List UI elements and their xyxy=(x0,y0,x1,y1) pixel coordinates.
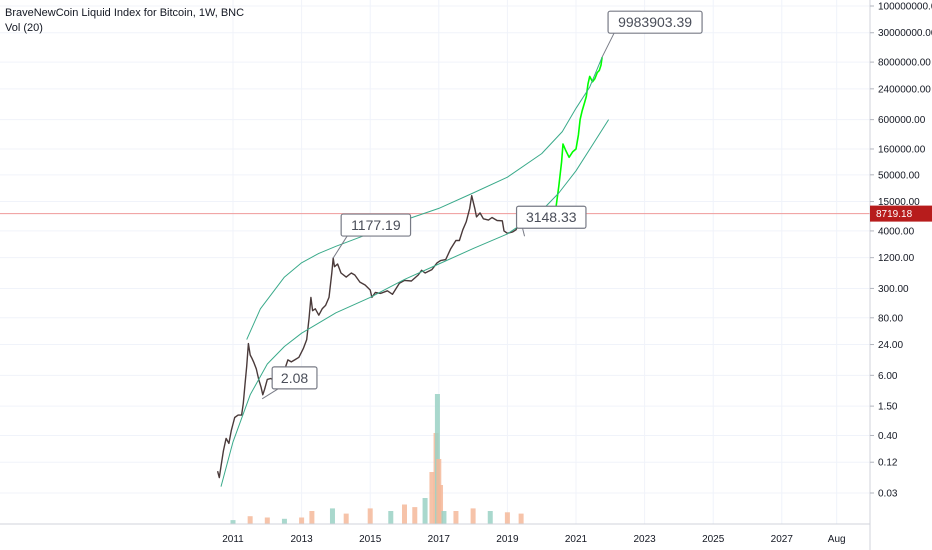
volume-bar xyxy=(230,520,236,524)
x-tick-label: 2023 xyxy=(633,534,656,545)
annotation-callout: 9983903.39 xyxy=(601,10,703,58)
annotation-callout: 1177.19 xyxy=(332,213,412,259)
callout-box xyxy=(271,366,318,390)
y-tick-label: 15000.00 xyxy=(878,197,920,208)
volume-bar xyxy=(367,508,373,524)
chart-title: BraveNewCoin Liquid Index for Bitcoin, 1… xyxy=(5,7,245,19)
volume-bar xyxy=(504,512,510,524)
volume-bar xyxy=(264,517,270,524)
y-tick-label: 160000.00 xyxy=(878,144,926,155)
time-axis[interactable]: 2011 2013 2015 2017 2019 2021 2023 2025 2027 Aug xyxy=(222,534,845,545)
y-tick-label: 80.00 xyxy=(878,313,903,324)
y-tick-label: 1.50 xyxy=(878,402,898,413)
volume-bar xyxy=(487,511,493,524)
x-tick-label: 2011 xyxy=(222,534,244,545)
x-tick-label: 2019 xyxy=(496,534,519,545)
price-series-layer xyxy=(216,57,610,487)
y-tick-label: 50000.00 xyxy=(878,170,920,181)
callout-pointer xyxy=(522,228,526,237)
volume-bar xyxy=(470,508,476,524)
volume-bar xyxy=(438,485,444,524)
volume-bar xyxy=(402,504,407,524)
y-tick-label: 2400000.00 xyxy=(878,84,931,95)
y-tick-label: 30000000.00 xyxy=(878,28,932,39)
price-line xyxy=(216,195,529,479)
current-price-tag xyxy=(870,205,932,222)
annotation-callout: 2.08 xyxy=(261,366,318,400)
annotations: 2.08 1177.19 3148.33 9983903.39 xyxy=(261,10,703,400)
y-tick-label: 8000000.00 xyxy=(878,58,931,69)
callout-label: 9983903.39 xyxy=(618,14,692,30)
price-axis[interactable]: 100000000.00 30000000.00 8000000.00 2400000… xyxy=(870,2,932,500)
annotation-callout: 3148.33 xyxy=(515,205,587,237)
y-tick-label: 300.00 xyxy=(878,284,909,295)
volume-series xyxy=(230,394,524,524)
volume-bar xyxy=(281,518,287,524)
volume-bar xyxy=(429,472,435,524)
y-tick-label: 0.03 xyxy=(878,489,898,500)
volume-bar xyxy=(422,498,428,524)
callout-label: 2.08 xyxy=(281,370,308,386)
lower-band-curve xyxy=(220,119,610,487)
y-tick-label: 24.00 xyxy=(878,340,903,351)
y-tick-label: 4000.00 xyxy=(878,226,915,237)
x-tick-label: 2015 xyxy=(359,534,382,545)
volume-bar xyxy=(309,511,315,524)
volume-bar xyxy=(329,508,335,524)
volume-bar xyxy=(412,507,418,524)
x-tick-label: 2021 xyxy=(565,534,588,545)
callout-label: 1177.19 xyxy=(351,217,401,233)
y-tick-label: 6.00 xyxy=(878,371,898,382)
y-tick-label: 0.12 xyxy=(878,458,898,469)
x-tick-label: 2025 xyxy=(702,534,725,545)
volume-bar xyxy=(247,516,253,524)
y-tick-label: 600000.00 xyxy=(878,115,926,126)
callout-label: 3148.33 xyxy=(526,209,577,225)
volume-bar xyxy=(453,511,459,524)
volume-bar xyxy=(299,517,305,524)
callout-pointer xyxy=(261,388,279,400)
volume-bar xyxy=(343,513,349,524)
current-price-marker: 8719.18 xyxy=(870,205,932,222)
volume-bar xyxy=(441,511,447,524)
y-tick-label: 100000000.00 xyxy=(878,2,932,13)
callout-box xyxy=(515,205,587,229)
volume-bar xyxy=(388,511,394,524)
callout-box xyxy=(607,10,703,34)
x-tick-label: Aug xyxy=(828,534,846,545)
callout-box xyxy=(340,213,412,237)
indicator-label[interactable]: Vol (20) xyxy=(5,22,43,34)
x-tick-label: 2017 xyxy=(428,534,451,545)
x-tick-label: 2027 xyxy=(771,534,794,545)
projection-line xyxy=(551,57,603,214)
volume-bar xyxy=(518,513,524,524)
x-tick-label: 2013 xyxy=(290,534,313,545)
upper-band-curve xyxy=(246,57,603,340)
current-price-label: 8719.18 xyxy=(876,209,913,220)
callout-pointer xyxy=(601,32,615,58)
y-tick-label: 1200.00 xyxy=(878,253,915,264)
callout-pointer xyxy=(332,235,348,259)
y-tick-label: 0.40 xyxy=(878,431,898,442)
